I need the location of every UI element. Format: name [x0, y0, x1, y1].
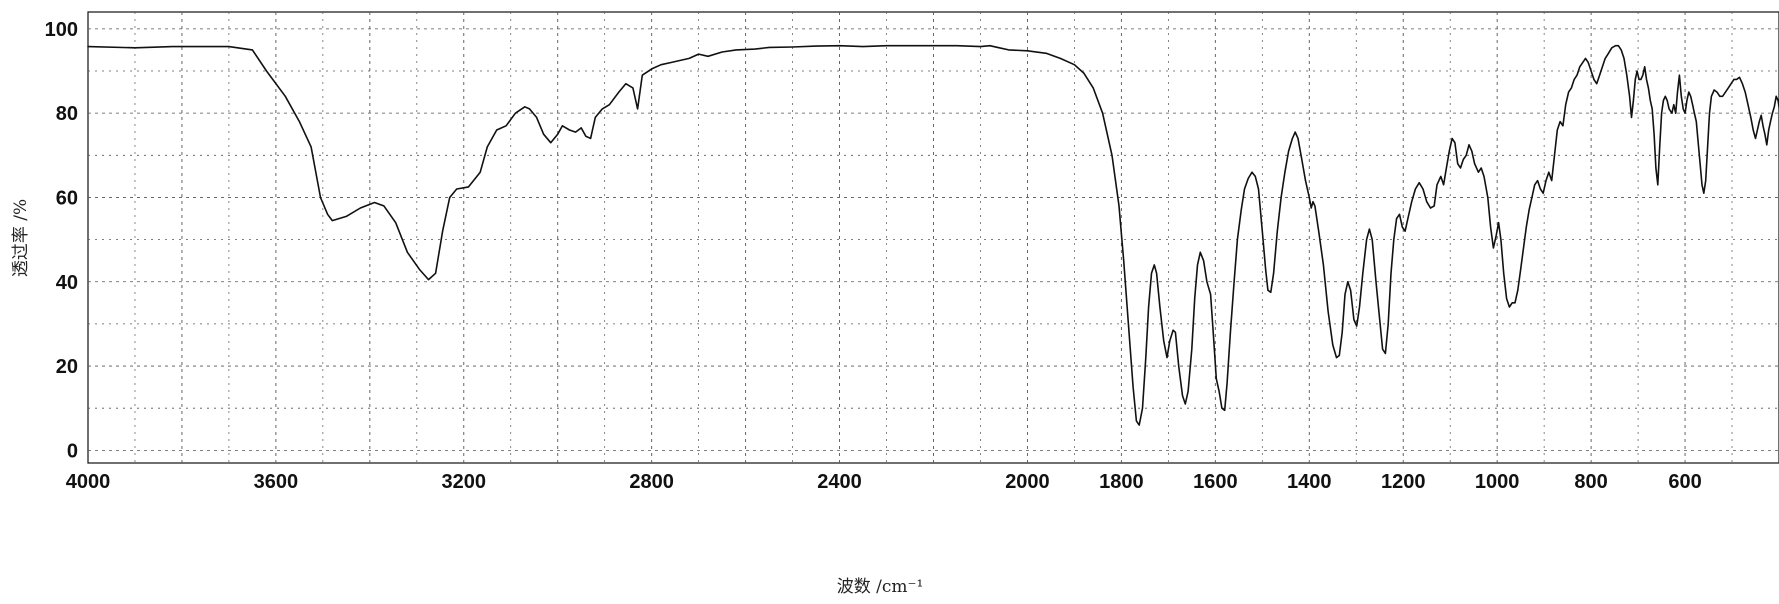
- x-tick-label: 4000: [66, 471, 111, 493]
- x-tick-label: 600: [1668, 471, 1701, 493]
- series-layer: [87, 44, 1779, 426]
- y-tick-label: 20: [56, 356, 78, 378]
- y-tick-label: 100: [45, 19, 78, 41]
- y-axis-label: 透过率 /%: [11, 199, 31, 277]
- x-tick-label: 1800: [1099, 471, 1144, 493]
- x-tick-label: 2400: [817, 471, 862, 493]
- x-tick-label: 1000: [1475, 471, 1520, 493]
- y-tick-label: 80: [56, 103, 78, 125]
- tick-labels: 4000 3600 3200 2800 2400 2000 1800 1600 1400 1200…: [45, 19, 1702, 493]
- spectrum-line: [87, 44, 1779, 426]
- x-tick-label: 1400: [1287, 471, 1332, 493]
- x-tick-label: 2000: [1005, 471, 1050, 493]
- x-tick-label: 3200: [442, 471, 487, 493]
- x-tick-label: 800: [1574, 471, 1607, 493]
- x-tick-label: 2800: [629, 471, 674, 493]
- x-tick-label: 1600: [1193, 471, 1238, 493]
- y-tick-label: 60: [56, 187, 78, 209]
- x-tick-label: 1200: [1381, 471, 1426, 493]
- x-tick-label: 3600: [254, 471, 299, 493]
- y-tick-label: 40: [56, 272, 78, 294]
- x-axis-label: 波数 /cm⁻¹: [837, 577, 924, 597]
- y-tick-label: 0: [67, 440, 78, 462]
